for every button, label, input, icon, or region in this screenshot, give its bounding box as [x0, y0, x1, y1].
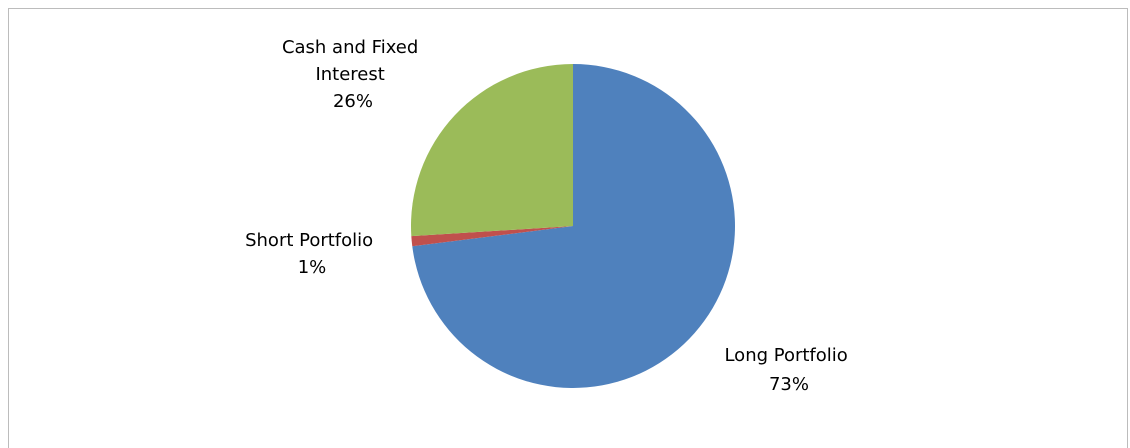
pie-slice-long-portfolio	[412, 64, 736, 388]
pie-chart: Cash and Fixed Interest 26% Short Portfo…	[245, 37, 853, 395]
pie-slice-cash-and-fixed-interest	[411, 64, 573, 237]
slice-label-short-pct: 1%	[298, 257, 327, 278]
pie-slices	[411, 64, 736, 388]
slice-label-long: Long Portfolio 73%	[724, 345, 853, 395]
slice-label-long-pct: 73%	[769, 374, 809, 395]
slice-label-cash-line2: Interest	[315, 64, 384, 85]
slice-label-short-line1: Short Portfolio	[245, 230, 373, 251]
pie-slice-short-portfolio	[411, 226, 573, 247]
slice-label-long-line1: Long Portfolio	[724, 345, 847, 366]
slice-label-cash-line1: Cash and Fixed	[282, 37, 418, 58]
slice-label-cash: Cash and Fixed Interest 26%	[282, 37, 424, 112]
slice-label-short: Short Portfolio 1%	[245, 230, 379, 278]
slice-label-cash-pct: 26%	[333, 91, 373, 112]
